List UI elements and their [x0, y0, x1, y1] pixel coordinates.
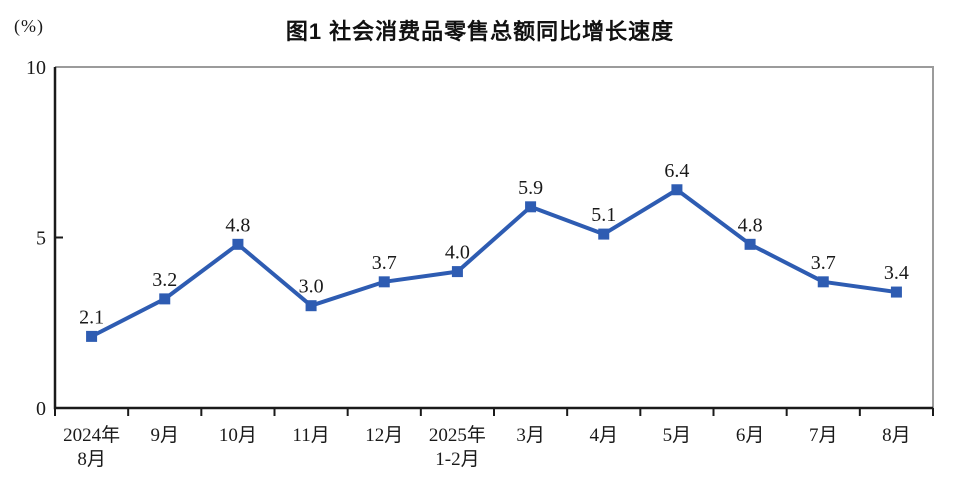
data-point-marker — [744, 238, 756, 250]
data-point-value-label: 6.4 — [664, 160, 689, 182]
data-point-value-label: 4.8 — [225, 214, 250, 236]
y-axis-tick-label: 0 — [36, 398, 46, 420]
x-axis-category-label: 5月 — [663, 425, 692, 446]
x-axis-category-label: 7月 — [809, 425, 838, 446]
data-point-value-label: 3.0 — [299, 276, 324, 298]
x-axis-category-label: 10月 — [219, 425, 257, 446]
data-point-value-label: 3.7 — [372, 252, 397, 274]
chart-title: 图1 社会消费品零售总额同比增长速度 — [285, 19, 675, 44]
line-series — [89, 187, 899, 339]
y-axis-tick-label: 10 — [26, 57, 46, 79]
x-axis-category-label: 9月 — [150, 425, 179, 446]
data-point-marker — [525, 201, 537, 213]
data-point-marker — [159, 293, 171, 305]
data-point-marker — [232, 238, 244, 250]
data-point-value-label: 3.2 — [152, 269, 177, 291]
data-point-value-label: 4.0 — [445, 242, 470, 264]
data-point-value-label: 4.8 — [738, 214, 763, 236]
y-axis-tick-label: 5 — [36, 228, 46, 250]
data-point-marker — [671, 184, 683, 196]
data-point-marker — [817, 276, 829, 288]
x-axis-category-label: 12月 — [365, 425, 403, 446]
x-axis-category-label: 6月 — [736, 425, 765, 446]
data-point-marker — [86, 330, 98, 342]
data-point-marker — [451, 266, 463, 278]
data-point-value-label: 3.4 — [884, 262, 909, 284]
data-point-marker — [305, 300, 317, 312]
x-axis-category-label: 8月 — [882, 425, 911, 446]
x-axis-category-label: 3月 — [516, 425, 545, 446]
x-axis-category-label: 4月 — [589, 425, 618, 446]
data-point-value-label: 2.1 — [79, 306, 104, 328]
data-point-value-label: 3.7 — [811, 252, 836, 274]
y-axis-unit-label: (%) — [14, 16, 44, 36]
plot-frame — [55, 66, 934, 408]
data-point-marker — [890, 286, 902, 298]
x-axis-category-label: 2025年 1-2月 — [429, 424, 486, 470]
data-point-value-label: 5.1 — [591, 204, 616, 226]
data-point-marker — [378, 276, 390, 288]
data-point-value-label: 5.9 — [518, 177, 543, 199]
x-axis-category-label: 11月 — [292, 425, 329, 446]
x-axis-category-label: 2024年 8月 — [63, 424, 120, 470]
data-point-marker — [598, 228, 610, 240]
